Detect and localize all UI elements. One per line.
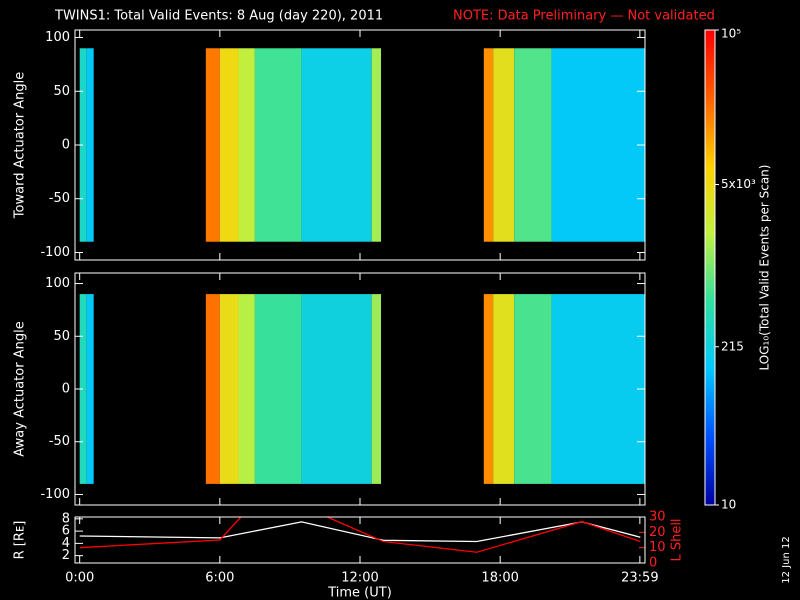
y-tick-label: 100 [45,30,70,45]
heatmap-cell [483,48,494,242]
heatmap-cell [551,48,645,242]
y-tick-label: 50 [53,84,70,99]
x-tick-label: 0:00 [65,571,94,586]
heatmap-cell [483,294,494,484]
y-tick-label: 8 [62,511,70,526]
heatmap-cell [238,48,255,242]
y-axis-label: Away Actuator Angle [13,321,28,456]
colorbar-label: LOG₁₀(Total Valid Events per Scan) [758,165,772,371]
y2-tick-label: 10 [649,540,666,555]
heatmap-cell [254,48,302,242]
line [79,517,641,553]
heatmap-cell [551,294,645,484]
heatmap-cell [86,48,94,242]
y-tick-label: 6 [62,524,70,539]
plot-area [79,517,641,553]
heatmap-cell [205,48,220,242]
heatmap-cell [238,294,255,484]
plot-area [79,48,645,242]
heatmap-cell [79,294,87,484]
colorbar-tick-label: 215 [721,339,744,353]
heatmap-cell [219,48,239,242]
x-tick-label: 12:00 [341,571,378,586]
y-tick-label: 100 [45,276,70,291]
y-tick-label: -50 [49,191,70,206]
panel-frame [74,272,646,506]
colorbar [704,29,716,506]
y-tick-label: 2 [62,548,70,563]
panel-frame [74,516,646,564]
y2-tick-label: 30 [649,510,666,525]
y-tick-label: 0 [62,382,70,397]
heatmap-cell [205,294,220,484]
heatmap-cell [219,294,239,484]
y-tick-label: 4 [62,536,70,551]
heatmap-cell [301,294,372,484]
heatmap-cell [301,48,372,242]
heatmap-cell [493,48,515,242]
footer: 12 Jun 12 [781,536,792,583]
colorbar-tick-label: 5x10³ [721,177,756,191]
heatmap-cell [514,48,552,242]
title: TWINS1: Total Valid Events: 8 Aug (day 2… [54,9,383,24]
panel-frame [74,29,646,261]
heatmap-cell [86,294,94,484]
y-tick-label: -100 [40,487,70,502]
note: NOTE: Data Preliminary — Not validated [453,9,715,24]
colorbar-tick-label: 10⁵ [721,27,741,41]
heatmap-cell [371,294,382,484]
y-tick-label: 50 [53,329,70,344]
heatmap-cell [371,48,382,242]
heatmap-cell [514,294,552,484]
y-tick-label: -100 [40,245,70,260]
y-tick-label: 0 [62,138,70,153]
x-tick-label: 6:00 [205,571,234,586]
y2-axis-label: L Shell [670,518,685,561]
heatmap-cell [493,294,515,484]
x-tick-label: 23:59 [621,571,658,586]
plot-area [79,294,645,484]
heatmap-cell [79,48,87,242]
x-axis-label: Time (UT) [327,586,392,600]
y-axis-label: Toward Actuator Angle [13,72,28,219]
y2-tick-label: 0 [649,556,657,571]
heatmap-cell [254,294,302,484]
y-axis-label: R [Rᴇ] [13,521,28,560]
y-tick-label: -50 [49,434,70,449]
colorbar-tick-label: 10 [721,498,736,512]
x-tick-label: 18:00 [481,571,518,586]
y2-tick-label: 20 [649,525,666,540]
